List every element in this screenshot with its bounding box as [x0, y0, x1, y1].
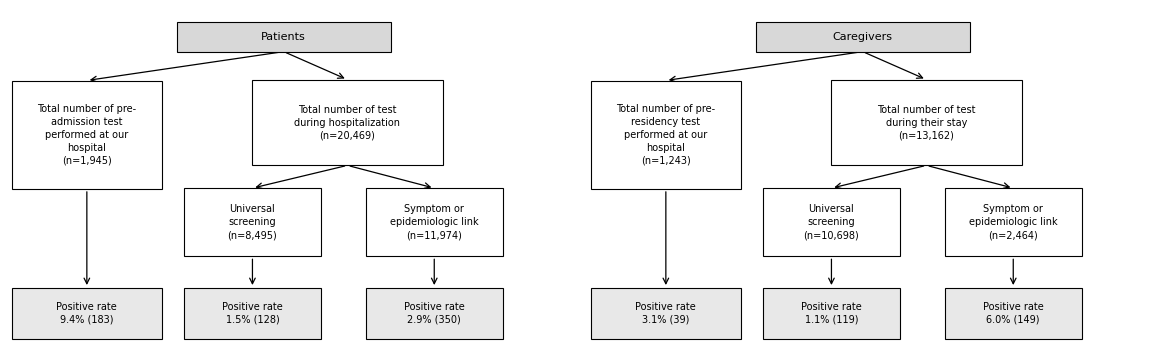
FancyBboxPatch shape	[176, 22, 391, 51]
FancyBboxPatch shape	[763, 288, 900, 339]
FancyBboxPatch shape	[831, 80, 1023, 165]
Text: Positive rate
9.4% (183): Positive rate 9.4% (183)	[57, 302, 117, 325]
Text: Total number of pre-
admission test
performed at our
hospital
(n=1,945): Total number of pre- admission test perf…	[37, 104, 137, 165]
Text: Caregivers: Caregivers	[833, 32, 893, 42]
Text: Total number of pre-
residency test
performed at our
hospital
(n=1,243): Total number of pre- residency test perf…	[616, 104, 716, 165]
FancyBboxPatch shape	[12, 288, 162, 339]
FancyBboxPatch shape	[366, 288, 503, 339]
Text: Universal
screening
(n=10,698): Universal screening (n=10,698)	[804, 204, 859, 240]
FancyBboxPatch shape	[591, 80, 741, 189]
Text: Patients: Patients	[262, 32, 306, 42]
FancyBboxPatch shape	[945, 288, 1082, 339]
Text: Positive rate
1.5% (128): Positive rate 1.5% (128)	[222, 302, 283, 325]
Text: Universal
screening
(n=8,495): Universal screening (n=8,495)	[228, 204, 277, 240]
Text: Symptom or
epidemiologic link
(n=2,464): Symptom or epidemiologic link (n=2,464)	[969, 204, 1057, 240]
FancyBboxPatch shape	[12, 80, 162, 189]
FancyBboxPatch shape	[763, 188, 900, 256]
FancyBboxPatch shape	[251, 80, 442, 165]
Text: Positive rate
6.0% (149): Positive rate 6.0% (149)	[983, 302, 1043, 325]
Text: Total number of test
during hospitalization
(n=20,469): Total number of test during hospitalizat…	[294, 105, 401, 140]
FancyBboxPatch shape	[184, 188, 321, 256]
FancyBboxPatch shape	[184, 288, 321, 339]
Text: Positive rate
3.1% (39): Positive rate 3.1% (39)	[636, 302, 696, 325]
Text: Positive rate
2.9% (350): Positive rate 2.9% (350)	[404, 302, 464, 325]
Text: Total number of test
during their stay
(n=13,162): Total number of test during their stay (…	[877, 105, 976, 140]
FancyBboxPatch shape	[366, 188, 503, 256]
FancyBboxPatch shape	[755, 22, 969, 51]
Text: Positive rate
1.1% (119): Positive rate 1.1% (119)	[801, 302, 862, 325]
FancyBboxPatch shape	[945, 188, 1082, 256]
Text: Symptom or
epidemiologic link
(n=11,974): Symptom or epidemiologic link (n=11,974)	[390, 204, 478, 240]
FancyBboxPatch shape	[591, 288, 741, 339]
